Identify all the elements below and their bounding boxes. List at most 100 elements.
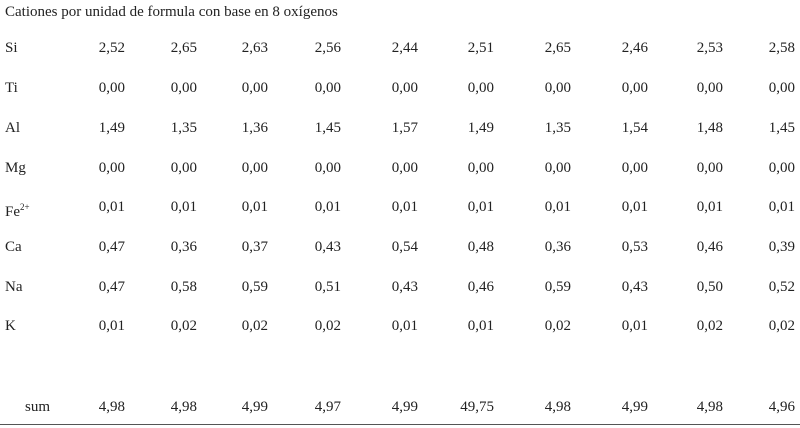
cell: 0,36 bbox=[544, 239, 571, 255]
cell: 0,01 bbox=[314, 199, 341, 215]
sum-cell: 4,99 bbox=[241, 399, 268, 415]
cell: 2,53 bbox=[696, 40, 723, 56]
cell: 1,48 bbox=[696, 120, 723, 136]
cell: 1,45 bbox=[768, 120, 795, 136]
cell: 0,59 bbox=[241, 279, 268, 295]
cell: 0,00 bbox=[544, 80, 571, 96]
sum-cell: 4,97 bbox=[314, 399, 341, 415]
cell: 0,00 bbox=[98, 80, 125, 96]
superscript: 2+ bbox=[20, 202, 30, 212]
cell: 0,00 bbox=[621, 80, 648, 96]
cell: 0,39 bbox=[768, 239, 795, 255]
cell: 0,37 bbox=[241, 239, 268, 255]
cell: 0,46 bbox=[696, 239, 723, 255]
cell: 0,01 bbox=[544, 199, 571, 215]
cell: 0,00 bbox=[544, 160, 571, 176]
bottom-rule bbox=[0, 424, 800, 425]
cell: 0,01 bbox=[696, 199, 723, 215]
cell: 0,00 bbox=[768, 160, 795, 176]
cell: 0,01 bbox=[98, 318, 125, 334]
cell: 0,01 bbox=[467, 199, 494, 215]
cell: 0,01 bbox=[621, 318, 648, 334]
row-label: K bbox=[5, 318, 16, 334]
cell: 1,45 bbox=[314, 120, 341, 136]
cell: 1,57 bbox=[391, 120, 418, 136]
cell: 0,53 bbox=[621, 239, 648, 255]
cell: 0,02 bbox=[768, 318, 795, 334]
sum-cell: 4,98 bbox=[98, 399, 125, 415]
sum-cell: 4,98 bbox=[696, 399, 723, 415]
cell: 0,00 bbox=[170, 80, 197, 96]
cell: 0,01 bbox=[170, 199, 197, 215]
sum-label: sum bbox=[25, 399, 51, 415]
cell: 2,56 bbox=[314, 40, 341, 56]
cell: 0,47 bbox=[98, 239, 125, 255]
row-label: Ca bbox=[5, 239, 22, 255]
cell: 1,35 bbox=[544, 120, 571, 136]
row-label: Mg bbox=[5, 160, 26, 176]
cell: 0,52 bbox=[768, 279, 795, 295]
cell: 0,43 bbox=[391, 279, 418, 295]
sum-cell: 49,75 bbox=[460, 399, 494, 415]
cell: 0,02 bbox=[241, 318, 268, 334]
cell: 0,02 bbox=[544, 318, 571, 334]
cell: 0,48 bbox=[467, 239, 494, 255]
cell: 2,46 bbox=[621, 40, 648, 56]
cell: 2,44 bbox=[391, 40, 418, 56]
cell: 0,43 bbox=[314, 239, 341, 255]
cell: 0,00 bbox=[696, 80, 723, 96]
cell: 0,58 bbox=[170, 279, 197, 295]
cell: 0,01 bbox=[241, 199, 268, 215]
sum-cell: 4,98 bbox=[544, 399, 571, 415]
cell: 1,54 bbox=[621, 120, 648, 136]
sum-cell: 4,96 bbox=[768, 399, 795, 415]
cell: 0,01 bbox=[621, 199, 648, 215]
cell: 0,59 bbox=[544, 279, 571, 295]
row-label: Al bbox=[5, 120, 20, 136]
cell: 0,50 bbox=[696, 279, 723, 295]
cell: 0,01 bbox=[391, 199, 418, 215]
cell: 0,00 bbox=[467, 80, 494, 96]
sum-cell: 4,98 bbox=[170, 399, 197, 415]
cell: 0,00 bbox=[241, 80, 268, 96]
row-label: Ti bbox=[5, 80, 18, 96]
cell: 0,00 bbox=[314, 160, 341, 176]
cell: 0,00 bbox=[621, 160, 648, 176]
cell: 0,00 bbox=[314, 80, 341, 96]
row-label: Na bbox=[5, 279, 23, 295]
cell: 2,52 bbox=[98, 40, 125, 56]
cell: 2,51 bbox=[467, 40, 494, 56]
cell: 0,01 bbox=[391, 318, 418, 334]
cell: 0,00 bbox=[768, 80, 795, 96]
cell: 0,01 bbox=[98, 199, 125, 215]
cell: 2,65 bbox=[544, 40, 571, 56]
cell: 0,54 bbox=[391, 239, 418, 255]
cell: 0,00 bbox=[391, 160, 418, 176]
cell: 0,00 bbox=[467, 160, 494, 176]
cell: 0,46 bbox=[467, 279, 494, 295]
cell: 0,00 bbox=[170, 160, 197, 176]
cell: 0,47 bbox=[98, 279, 125, 295]
cell: 0,00 bbox=[98, 160, 125, 176]
cell: 2,58 bbox=[768, 40, 795, 56]
cell: 0,02 bbox=[170, 318, 197, 334]
cell: 1,36 bbox=[241, 120, 268, 136]
cell: 0,36 bbox=[170, 239, 197, 255]
cell: 2,65 bbox=[170, 40, 197, 56]
sum-cell: 4,99 bbox=[621, 399, 648, 415]
cell: 2,63 bbox=[241, 40, 268, 56]
cell: 0,02 bbox=[696, 318, 723, 334]
cell: 0,43 bbox=[621, 279, 648, 295]
row-label: Si bbox=[5, 40, 18, 56]
title: Cationes por unidad de formula con base … bbox=[5, 4, 338, 20]
cell: 0,01 bbox=[467, 318, 494, 334]
cell: 1,49 bbox=[467, 120, 494, 136]
cell: 1,35 bbox=[170, 120, 197, 136]
cell: 0,02 bbox=[314, 318, 341, 334]
sum-cell: 4,99 bbox=[391, 399, 418, 415]
cell: 0,00 bbox=[241, 160, 268, 176]
cell: 0,00 bbox=[696, 160, 723, 176]
cell: 0,01 bbox=[768, 199, 795, 215]
cell: 0,00 bbox=[391, 80, 418, 96]
